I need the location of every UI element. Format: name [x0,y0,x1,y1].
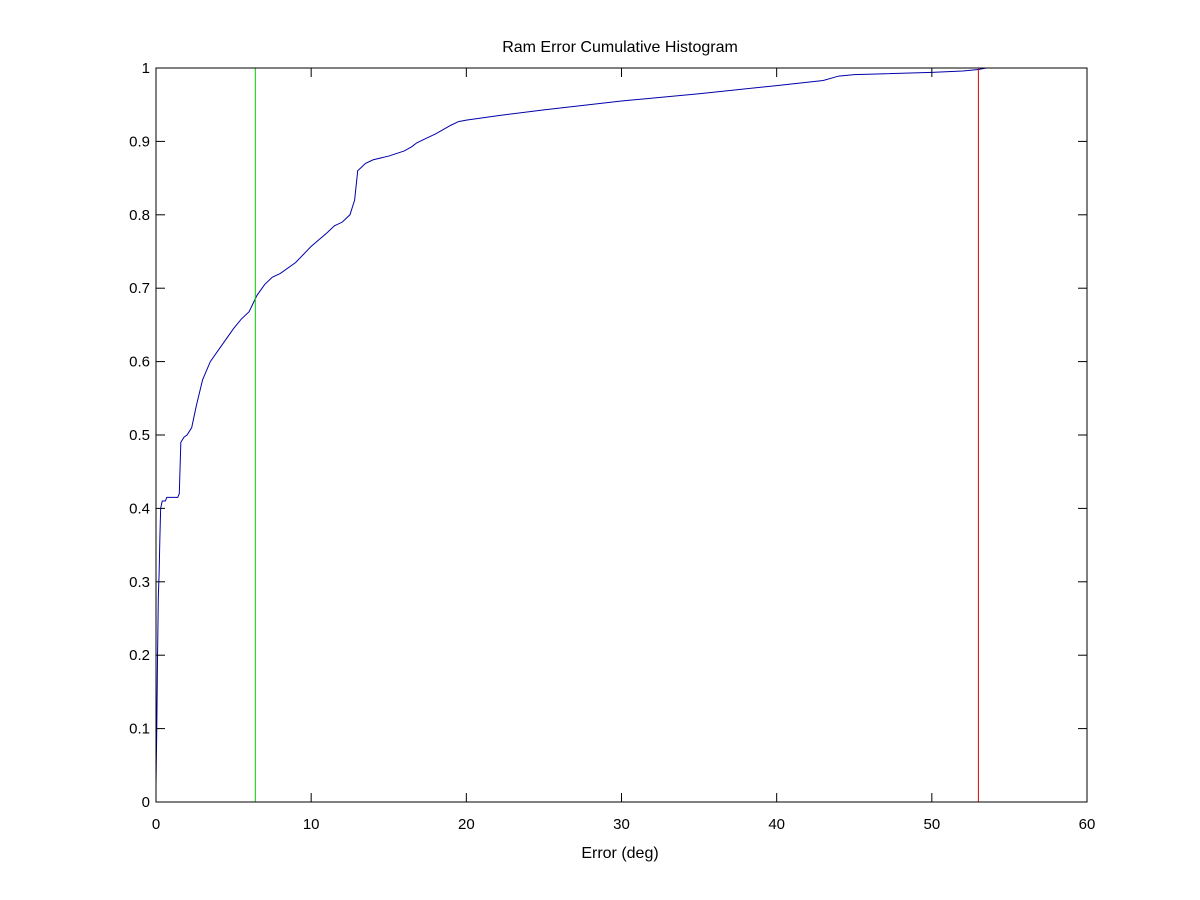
plot-area [155,67,987,802]
x-tick-label: 40 [768,816,785,833]
y-tick-label: 0.6 [129,354,150,371]
x-tick-label: 20 [458,816,475,833]
axis-ticks: 0 10 20 30 40 50 60 0 0.1 0.2 0.3 0.4 0.5 0.6 0.7 0.8 0.… [129,60,1095,833]
x-tick-label: 0 [152,816,160,833]
y-tick-label: 0 [142,794,150,811]
x-axis-label: Error (deg) [581,845,658,862]
chart-title: Ram Error Cumulative Histogram [502,39,738,56]
y-tick-label: 0.2 [129,647,150,664]
y-tick-label: 0.9 [129,133,150,150]
x-tick-label: 30 [613,816,630,833]
y-tick-label: 0.3 [129,574,150,591]
y-tick-label: 0.5 [129,427,150,444]
y-tick-label: 0.8 [129,207,150,224]
cumulative-line-series [155,67,987,784]
x-tick-label: 50 [923,816,940,833]
x-tick-label: 10 [303,816,320,833]
y-tick-label: 0.7 [129,280,150,297]
axes-frame [155,67,1088,803]
x-tick-label: 60 [1079,816,1096,833]
y-tick-label: 0.1 [129,721,150,738]
y-tick-label: 0.4 [129,500,150,517]
y-tick-label: 1 [142,60,150,77]
